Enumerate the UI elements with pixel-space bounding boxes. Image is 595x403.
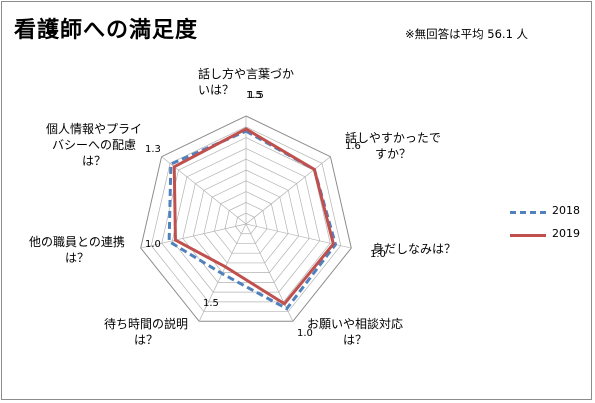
axis-label-requests: お願いや相談対応 は？ [307,317,404,347]
grid-ring-3 [214,191,278,254]
tick-label-0: 1.5 [248,90,264,101]
axis-label-wait-time: 待ち時間の説明 は？ [104,317,189,347]
axis-label-ease-of-talking: 話しやすかったで すか？ [345,131,441,161]
axis-label-privacy: 個人情報やプライ バシーへの配慮 は？ [46,122,143,168]
axis-label-staff-coordination: 他の職員との連携 は？ [29,235,125,265]
tick-label-1: 1.6 [345,141,361,152]
tick-label-7: 1.5 [246,90,262,101]
legend-item-2019: 2019 [510,226,590,242]
tick-label-3: 1.0 [297,328,313,339]
chart-note: ※無回答は平均 56.1 人 [405,27,529,41]
grid-ring-9 [150,126,342,312]
grid-ring-1 [235,212,257,235]
grid-ring-10 [140,115,352,322]
legend-swatch-2018 [510,211,546,214]
axis-label-appearance: 身だしなみは？ [372,242,457,256]
legend-item-2018: 2018 [510,203,590,219]
grid-ring-6 [182,158,310,283]
chart-title: 看護師への満足度 [14,17,199,43]
grid-spoke-1 [245,156,331,225]
tick-label-4: 1.5 [203,298,219,309]
grid-ring-2 [224,202,268,244]
series-line-2019 [172,127,336,306]
axis-label-speech: 話し方や言葉づか いは？ [198,67,295,97]
tick-label-2: 1.0 [370,249,386,260]
tick-label-6: 1.3 [145,144,161,155]
legend-label-2018: 2018 [552,204,580,217]
grid-ring-5 [192,169,300,274]
legend-label-2019: 2019 [552,227,580,240]
legend-swatch-2019 [510,234,546,237]
grid-ring-4 [203,180,289,264]
grid-ring-7 [171,148,321,293]
tick-label-5: 1.0 [145,239,161,250]
grid-spoke-5 [140,223,247,249]
